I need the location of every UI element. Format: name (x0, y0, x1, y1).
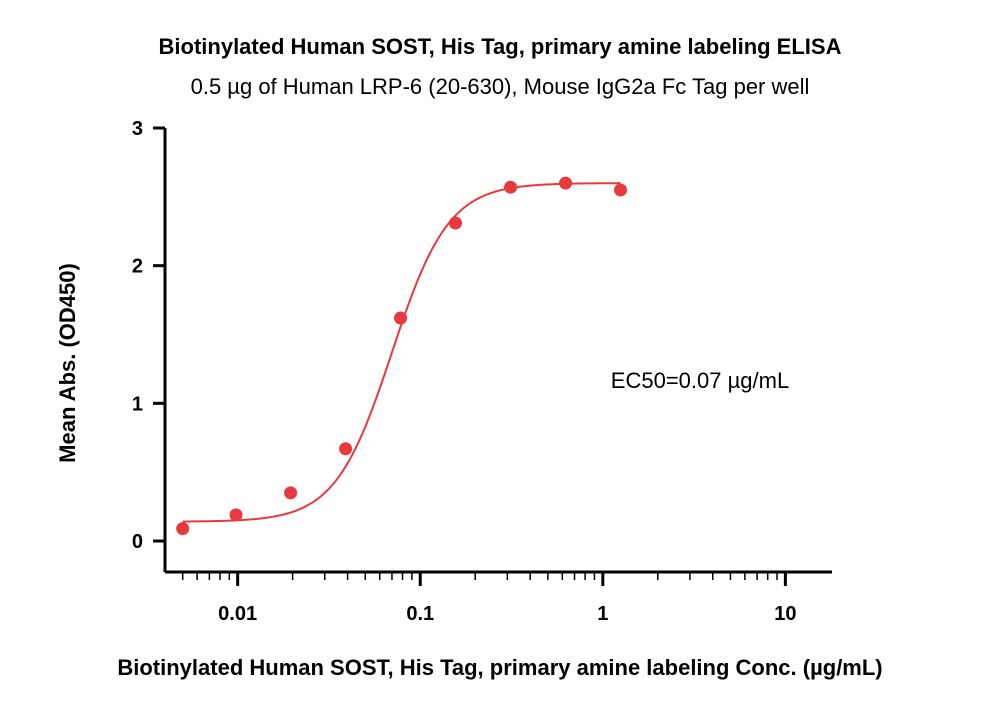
axes: 0 1 2 3 0.01 0.1 1 10 (132, 118, 832, 625)
data-point (339, 442, 353, 456)
fit-curve-layer (182, 182, 621, 523)
x-tick-label: 10 (774, 603, 796, 625)
data-point (448, 216, 462, 230)
fit-curve (182, 182, 621, 523)
x-axis-label: Biotinylated Human SOST, His Tag, primar… (117, 655, 883, 680)
data-points-layer (176, 176, 628, 536)
chart-title: Biotinylated Human SOST, His Tag, primar… (158, 34, 842, 59)
data-point (394, 311, 408, 325)
data-point (229, 508, 243, 522)
x-tick-label: 0.01 (218, 603, 257, 625)
data-point (284, 486, 298, 500)
data-point (559, 176, 573, 190)
data-point (176, 522, 190, 536)
ec50-annotation: EC50=0.07 µg/mL (611, 368, 789, 393)
data-point (614, 183, 628, 197)
chart-subtitle: 0.5 µg of Human LRP-6 (20-630), Mouse Ig… (190, 74, 810, 99)
x-tick-label: 0.1 (406, 603, 434, 625)
data-point (504, 180, 518, 194)
y-tick-label: 0 (132, 531, 143, 553)
y-tick-label: 2 (132, 256, 143, 278)
y-tick-label: 1 (132, 393, 143, 415)
y-tick-label: 3 (132, 118, 143, 140)
x-tick-label: 1 (597, 603, 608, 625)
